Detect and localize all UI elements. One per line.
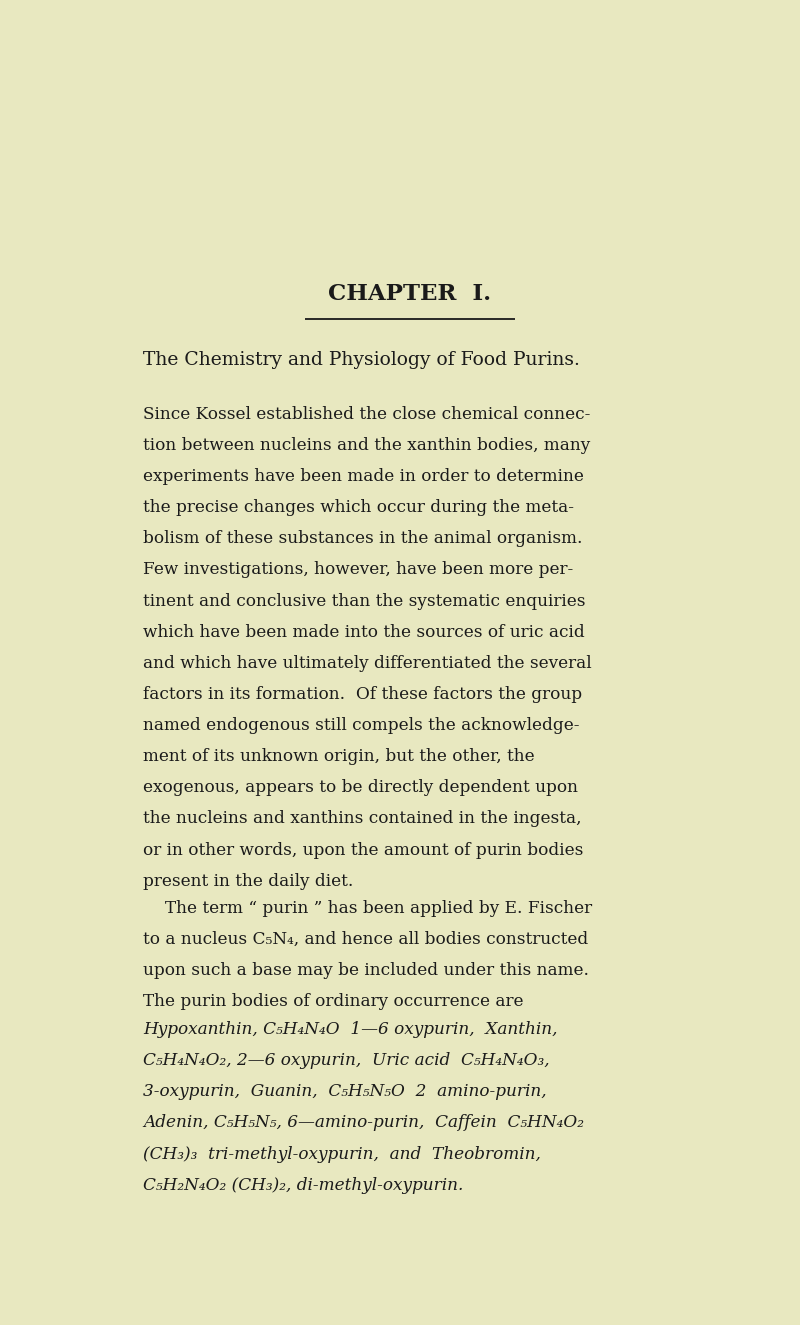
Text: factors in its formation.  Of these factors the group: factors in its formation. Of these facto… [143, 686, 582, 704]
Text: the nucleins and xanthins contained in the ingesta,: the nucleins and xanthins contained in t… [143, 811, 582, 827]
Text: and which have ultimately differentiated the several: and which have ultimately differentiated… [143, 655, 592, 672]
Text: 3-oxypurin,  Guanin,  C₅H₅N₅O  2  amino-purin,: 3-oxypurin, Guanin, C₅H₅N₅O 2 amino-puri… [143, 1084, 547, 1100]
Text: CHAPTER  I.: CHAPTER I. [329, 284, 491, 306]
Text: tion between nucleins and the xanthin bodies, many: tion between nucleins and the xanthin bo… [143, 437, 590, 454]
Text: bolism of these substances in the animal organism.: bolism of these substances in the animal… [143, 530, 583, 547]
Text: The purin bodies of ordinary occurrence are: The purin bodies of ordinary occurrence … [143, 992, 524, 1010]
Text: which have been made into the sources of uric acid: which have been made into the sources of… [143, 624, 585, 641]
Text: C₅H₄N₄O₂, 2—6 oxypurin,  Uric acid  C₅H₄N₄O₃,: C₅H₄N₄O₂, 2—6 oxypurin, Uric acid C₅H₄N₄… [143, 1052, 550, 1069]
Text: or in other words, upon the amount of purin bodies: or in other words, upon the amount of pu… [143, 841, 584, 859]
Text: Adenin, C₅H₅N₅, 6—amino-purin,  Caffein  C₅HN₄O₂: Adenin, C₅H₅N₅, 6—amino-purin, Caffein C… [143, 1114, 584, 1132]
Text: (CH₃)₃  tri-methyl-oxypurin,  and  Theobromin,: (CH₃)₃ tri-methyl-oxypurin, and Theobrom… [143, 1146, 542, 1162]
Text: C₅H₂N₄O₂ (CH₃)₂, di-methyl-oxypurin.: C₅H₂N₄O₂ (CH₃)₂, di-methyl-oxypurin. [143, 1177, 464, 1194]
Text: to a nucleus C₅N₄, and hence all bodies constructed: to a nucleus C₅N₄, and hence all bodies … [143, 931, 589, 947]
Text: The term “ purin ” has been applied by E. Fischer: The term “ purin ” has been applied by E… [165, 900, 592, 917]
Text: present in the daily diet.: present in the daily diet. [143, 873, 354, 889]
Text: named endogenous still compels the acknowledge-: named endogenous still compels the ackno… [143, 717, 580, 734]
Text: exogenous, appears to be directly dependent upon: exogenous, appears to be directly depend… [143, 779, 578, 796]
Text: tinent and conclusive than the systematic enquiries: tinent and conclusive than the systemati… [143, 592, 586, 610]
Text: Hypoxanthin, C₅H₄N₄O  1—6 oxypurin,  Xanthin,: Hypoxanthin, C₅H₄N₄O 1—6 oxypurin, Xanth… [143, 1022, 558, 1037]
Text: upon such a base may be included under this name.: upon such a base may be included under t… [143, 962, 590, 979]
Text: experiments have been made in order to determine: experiments have been made in order to d… [143, 468, 584, 485]
Text: The Chemistry and Physiology of Food Purins.: The Chemistry and Physiology of Food Pur… [143, 351, 580, 368]
Text: ment of its unknown origin, but the other, the: ment of its unknown origin, but the othe… [143, 749, 535, 766]
Text: Since Kossel established the close chemical connec-: Since Kossel established the close chemi… [143, 405, 590, 423]
Text: the precise changes which occur during the meta-: the precise changes which occur during t… [143, 500, 574, 517]
Text: Few investigations, however, have been more per-: Few investigations, however, have been m… [143, 562, 574, 579]
